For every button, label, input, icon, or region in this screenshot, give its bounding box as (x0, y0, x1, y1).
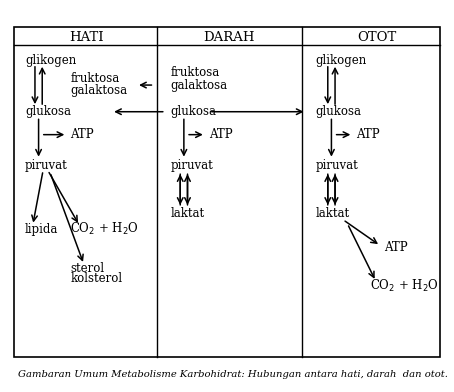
Text: galaktosa: galaktosa (170, 78, 227, 92)
Text: laktat: laktat (170, 207, 204, 220)
Text: CO$_2$ + H$_2$O: CO$_2$ + H$_2$O (70, 221, 139, 238)
Text: OTOT: OTOT (357, 31, 396, 44)
Text: glukosa: glukosa (170, 105, 216, 118)
Text: glukosa: glukosa (316, 105, 361, 118)
Text: ATP: ATP (384, 241, 407, 254)
Text: piruvat: piruvat (170, 159, 213, 172)
Text: ATP: ATP (70, 128, 94, 141)
Text: ATP: ATP (356, 128, 380, 141)
Text: sterol: sterol (70, 262, 104, 275)
Text: laktat: laktat (316, 207, 350, 220)
Text: lipida: lipida (25, 223, 59, 236)
Text: ATP: ATP (209, 128, 232, 141)
Text: glikogen: glikogen (25, 54, 76, 67)
Text: galaktosa: galaktosa (70, 84, 128, 98)
Bar (14, 27, 440, 357)
Text: glukosa: glukosa (25, 105, 71, 118)
Text: piruvat: piruvat (316, 159, 358, 172)
Text: DARAH: DARAH (203, 31, 255, 44)
Text: CO$_2$ + H$_2$O: CO$_2$ + H$_2$O (370, 278, 439, 294)
Text: glikogen: glikogen (316, 54, 367, 67)
Text: fruktosa: fruktosa (70, 72, 119, 85)
Text: piruvat: piruvat (25, 159, 68, 172)
Text: fruktosa: fruktosa (170, 66, 219, 79)
Text: HATI: HATI (69, 31, 104, 44)
Text: Gambaran Umum Metabolisme Karbohidrat: Hubungan antara hati, darah  dan otot.: Gambaran Umum Metabolisme Karbohidrat: H… (18, 370, 448, 379)
Text: kolsterol: kolsterol (70, 272, 123, 285)
